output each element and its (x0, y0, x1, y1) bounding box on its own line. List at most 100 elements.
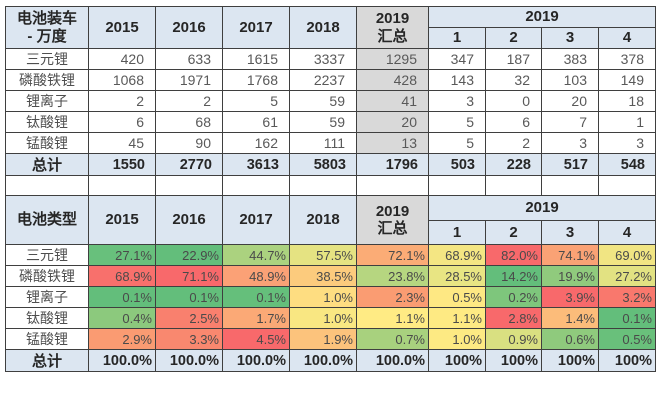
corner-header: 电池装车 - 万度 (5, 6, 89, 49)
battery-type-share-table-header-row-1: 电池类型 2015 2016 2017 2018 2019 汇总 2019 (5, 195, 656, 245)
total-cell: 100.0% (356, 349, 429, 372)
total-cell: 503 (428, 153, 486, 176)
data-cell: 2 (88, 90, 156, 112)
data-cell: 90 (155, 132, 223, 154)
year-header: 2017 (222, 195, 290, 245)
year-header: 2018 (289, 195, 357, 245)
data-cell: 5 (222, 90, 290, 112)
data-cell: 111 (289, 132, 357, 154)
spacer-cell (598, 175, 656, 196)
data-cell: 0.2% (485, 286, 542, 308)
spacer-cell (155, 175, 223, 196)
data-cell: 2.3% (356, 286, 429, 308)
data-cell: 71.1% (155, 265, 223, 287)
battery-tables-grid: 电池装车 - 万度 2015 2016 2017 2018 2019 汇总 2019 1 2 3 4… (5, 6, 656, 372)
months-group-header: 2019 (428, 195, 656, 221)
row-label: 锰酸锂 (5, 132, 89, 154)
year-header: 2017 (222, 6, 290, 49)
table-row: 钛酸锂 6 68 61 59 20 5 6 7 1 (5, 111, 656, 133)
data-cell: 0.1% (598, 307, 656, 329)
total-cell: 100.0% (88, 349, 156, 372)
total-cell: 5803 (289, 153, 357, 176)
month-header: 4 (598, 27, 656, 49)
table-row: 三元锂 420 633 1615 3337 1295 347 187 383 378 (5, 48, 656, 70)
spacer-cell (88, 175, 156, 196)
data-cell: 1.1% (428, 307, 486, 329)
row-label: 三元锂 (5, 244, 89, 266)
data-cell: 6 (485, 111, 542, 133)
row-label: 磷酸铁锂 (5, 69, 89, 91)
data-cell: 5 (428, 111, 486, 133)
data-cell: 1.7% (222, 307, 290, 329)
data-cell: 3337 (289, 48, 357, 70)
table-row: 钛酸锂 0.4% 2.5% 1.7% 1.0% 1.1% 1.1% 2.8% 1.4% 0.1% (5, 307, 656, 329)
data-cell: 82.0% (485, 244, 542, 266)
data-cell: 44.7% (222, 244, 290, 266)
data-cell: 1.0% (289, 286, 357, 308)
data-cell: 2.5% (155, 307, 223, 329)
data-cell: 27.1% (88, 244, 156, 266)
total-cell: 100% (541, 349, 599, 372)
total-cell: 100.0% (222, 349, 290, 372)
data-cell: 1615 (222, 48, 290, 70)
month-header: 3 (541, 27, 599, 49)
spacer-cell (5, 175, 89, 196)
total-cell: 1796 (356, 153, 429, 176)
data-cell: 0 (485, 90, 542, 112)
months-group-header: 2019 (428, 6, 656, 28)
year-header: 2016 (155, 6, 223, 49)
data-cell: 61 (222, 111, 290, 133)
data-cell: 32 (485, 69, 542, 91)
data-cell: 1768 (222, 69, 290, 91)
data-cell: 149 (598, 69, 656, 91)
row-label: 锰酸锂 (5, 328, 89, 350)
data-cell: 187 (485, 48, 542, 70)
data-cell: 0.9% (485, 328, 542, 350)
data-cell: 2 (485, 132, 542, 154)
data-cell: 0.1% (155, 286, 223, 308)
data-cell: 3.3% (155, 328, 223, 350)
total-cell: 100% (485, 349, 542, 372)
data-cell: 18 (598, 90, 656, 112)
month-header: 1 (428, 220, 486, 245)
month-header: 2 (485, 27, 542, 49)
data-cell: 14.2% (485, 265, 542, 287)
data-cell: 20 (541, 90, 599, 112)
data-cell: 20 (356, 111, 429, 133)
month-header: 1 (428, 27, 486, 49)
data-cell: 22.9% (155, 244, 223, 266)
data-cell: 23.8% (356, 265, 429, 287)
spacer-cell (222, 175, 290, 196)
year-header: 2015 (88, 6, 156, 49)
data-cell: 2 (155, 90, 223, 112)
data-cell: 1.4% (541, 307, 599, 329)
data-cell: 1.0% (428, 328, 486, 350)
data-cell: 5 (428, 132, 486, 154)
data-cell: 1971 (155, 69, 223, 91)
spacer-cell (541, 175, 599, 196)
data-cell: 0.6% (541, 328, 599, 350)
total-label: 总计 (5, 153, 89, 176)
data-cell: 420 (88, 48, 156, 70)
data-cell: 69.0% (598, 244, 656, 266)
spacer-row (5, 175, 656, 196)
spacer-cell (356, 175, 429, 196)
row-label: 钛酸锂 (5, 111, 89, 133)
data-cell: 1 (598, 111, 656, 133)
data-cell: 27.2% (598, 265, 656, 287)
data-cell: 1068 (88, 69, 156, 91)
data-cell: 38.5% (289, 265, 357, 287)
table-row: 锰酸锂 2.9% 3.3% 4.5% 1.9% 0.7% 1.0% 0.9% 0.6% 0.5% (5, 328, 656, 350)
battery-type-share-table-total-row: 总计 100.0% 100.0% 100.0% 100.0% 100.0% 100% 100%… (5, 349, 656, 372)
table-row: 磷酸铁锂 1068 1971 1768 2237 428 143 32 103 149 (5, 69, 656, 91)
month-header: 4 (598, 220, 656, 245)
data-cell: 74.1% (541, 244, 599, 266)
data-cell: 1.1% (356, 307, 429, 329)
data-cell: 383 (541, 48, 599, 70)
data-cell: 3.2% (598, 286, 656, 308)
data-cell: 3 (541, 132, 599, 154)
table-row: 磷酸铁锂 68.9% 71.1% 48.9% 38.5% 23.8% 28.5% 14.2% 1… (5, 265, 656, 287)
data-cell: 68.9% (88, 265, 156, 287)
data-cell: 7 (541, 111, 599, 133)
